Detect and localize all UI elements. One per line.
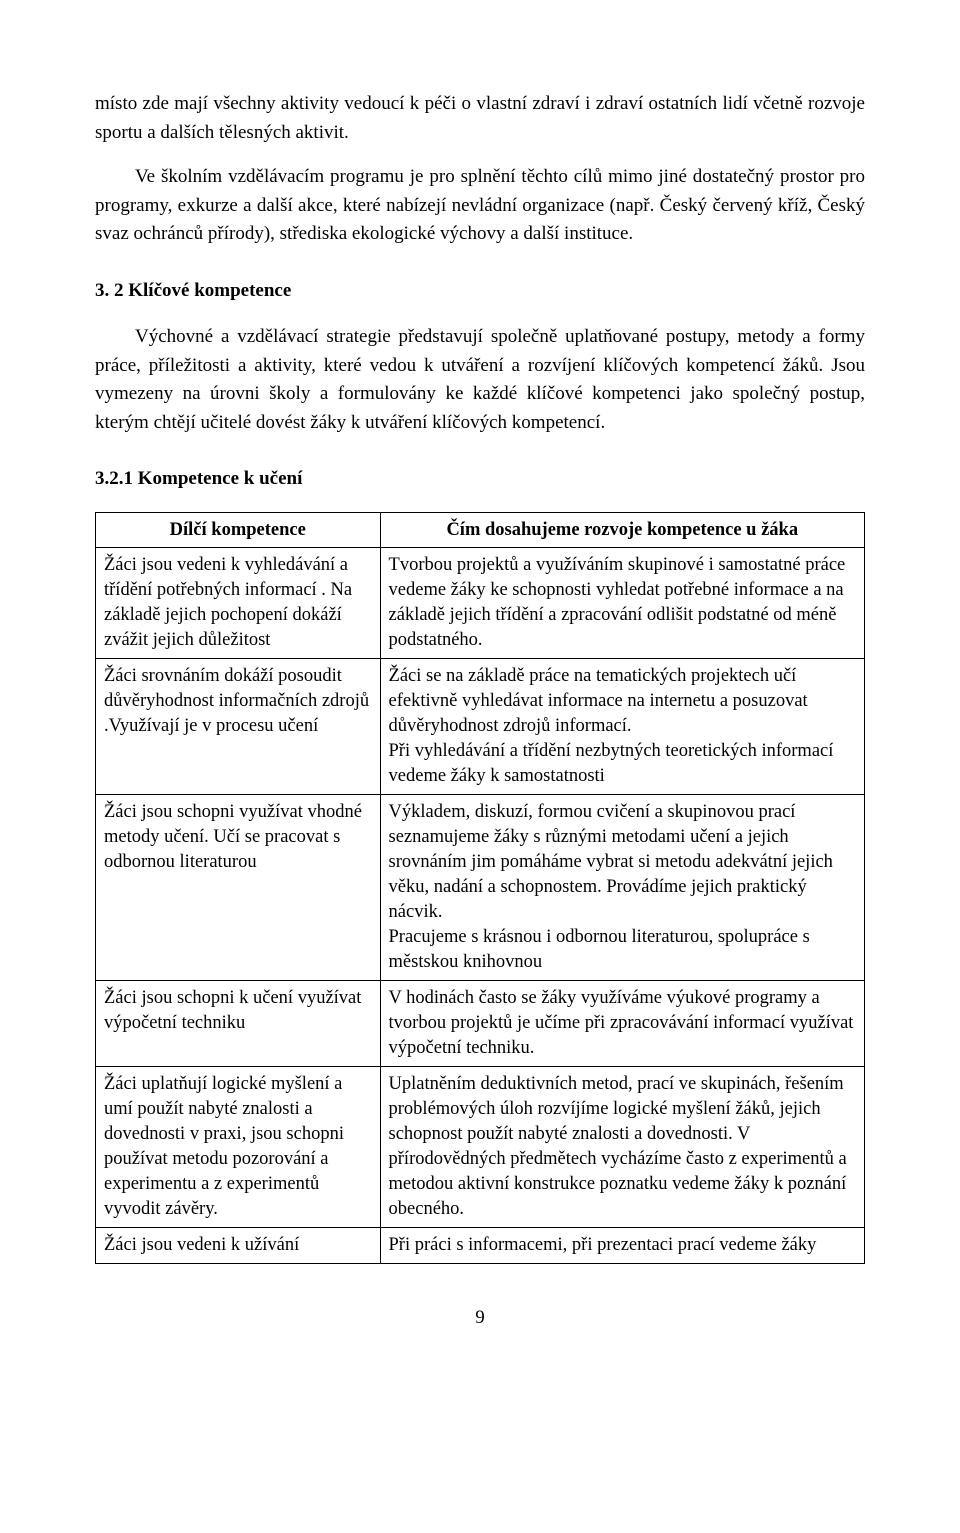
page-number: 9 (95, 1304, 865, 1333)
intro-paragraph-2: Ve školním vzdělávacím programu je pro s… (95, 163, 865, 249)
section-3-2-paragraph: Výchovné a vzdělávací strategie představ… (95, 323, 865, 437)
intro-paragraph-1: místo zde mají všechny aktivity vedoucí … (95, 90, 865, 147)
table-row: Žáci jsou vedeni k vyhledávání a třídění… (96, 548, 865, 659)
table-cell-right: Žáci se na základě práce na tematických … (380, 659, 864, 795)
table-cell-left: Žáci jsou vedeni k vyhledávání a třídění… (96, 548, 381, 659)
table-row: Žáci jsou vedeni k užívání Při práci s i… (96, 1227, 865, 1263)
table-row: Žáci uplatňují logické myšlení a umí pou… (96, 1066, 865, 1227)
table-cell-left: Žáci srovnáním dokáží posoudit důvěryhod… (96, 659, 381, 795)
heading-3-2: 3. 2 Klíčové kompetence (95, 277, 865, 306)
table-row: Žáci jsou schopni využívat vhodné metody… (96, 795, 865, 981)
table-cell-right: Výkladem, diskuzí, formou cvičení a skup… (380, 795, 864, 981)
table-cell-right: V hodinách často se žáky využíváme výuko… (380, 980, 864, 1066)
heading-3-2-1: 3.2.1 Kompetence k učení (95, 465, 865, 494)
table-header-right: Čím dosahujeme rozvoje kompetence u žáka (380, 512, 864, 548)
table-row: Žáci jsou schopni k učení využívat výpoč… (96, 980, 865, 1066)
table-cell-left: Žáci jsou schopni k učení využívat výpoč… (96, 980, 381, 1066)
table-cell-right: Uplatněním deduktivních metod, prací ve … (380, 1066, 864, 1227)
table-cell-left: Žáci uplatňují logické myšlení a umí pou… (96, 1066, 381, 1227)
competence-table: Dílčí kompetence Čím dosahujeme rozvoje … (95, 512, 865, 1264)
table-cell-left: Žáci jsou vedeni k užívání (96, 1227, 381, 1263)
table-header-left: Dílčí kompetence (96, 512, 381, 548)
table-cell-right: Tvorbou projektů a využíváním skupinové … (380, 548, 864, 659)
table-cell-right: Při práci s informacemi, při prezentaci … (380, 1227, 864, 1263)
table-cell-left: Žáci jsou schopni využívat vhodné metody… (96, 795, 381, 981)
table-row: Žáci srovnáním dokáží posoudit důvěryhod… (96, 659, 865, 795)
